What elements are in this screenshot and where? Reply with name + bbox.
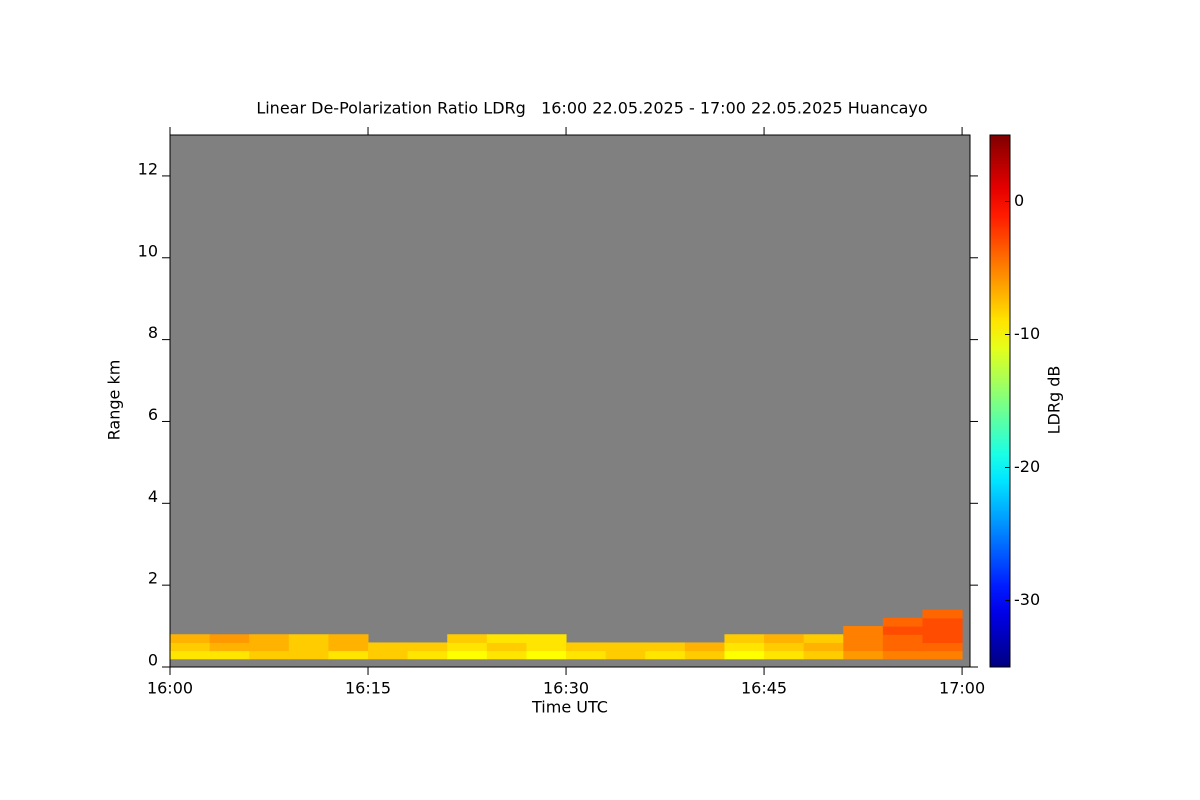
heatmap-cell: [368, 642, 409, 652]
heatmap-cell: [803, 642, 844, 652]
heatmap-cell: [922, 617, 963, 627]
heatmap-cell: [526, 650, 567, 660]
y-axis-label: Range km: [105, 360, 124, 441]
heatmap-cell: [922, 609, 963, 619]
heatmap-cell: [447, 650, 488, 660]
heatmap-cell: [882, 650, 923, 660]
heatmap-cell: [407, 650, 448, 660]
colorbar-tick-label: -30: [1014, 590, 1040, 609]
colorbar-tick-label: -20: [1014, 457, 1040, 476]
heatmap-cell: [209, 642, 250, 652]
y-tick-label: 10: [138, 241, 158, 260]
heatmap-cell: [170, 650, 211, 660]
heatmap-cell: [645, 650, 686, 660]
y-tick-label: 0: [148, 651, 158, 670]
heatmap-cell: [486, 650, 527, 660]
heatmap-cell: [288, 642, 329, 652]
heatmap-cell: [764, 650, 805, 660]
heatmap-cell: [486, 634, 527, 643]
heatmap-cell: [843, 634, 884, 643]
x-tick-label: 17:00: [939, 679, 985, 698]
heatmap-cell: [882, 617, 923, 627]
heatmap-cell: [526, 642, 567, 652]
heatmap-cell: [803, 634, 844, 643]
heatmap-cell: [922, 626, 963, 635]
x-tick-label: 16:00: [147, 679, 193, 698]
heatmap-cell: [566, 642, 607, 652]
plot-background: [170, 135, 970, 667]
heatmap-cell: [328, 634, 369, 643]
heatmap-cell: [882, 626, 923, 635]
heatmap-cell: [803, 650, 844, 660]
y-tick-label: 2: [148, 569, 158, 588]
heatmap-cell: [447, 634, 488, 643]
y-tick-label: 12: [138, 159, 158, 178]
x-tick-label: 16:45: [741, 679, 787, 698]
heatmap-cell: [724, 650, 765, 660]
heatmap-cell: [922, 650, 963, 660]
x-tick-label: 16:30: [543, 679, 589, 698]
heatmap-cell: [764, 642, 805, 652]
heatmap-cell: [922, 642, 963, 652]
heatmap-cell: [684, 642, 725, 652]
heatmap-cell: [328, 642, 369, 652]
heatmap-cell: [882, 642, 923, 652]
heatmap-cell: [407, 642, 448, 652]
heatmap-cell: [249, 642, 290, 652]
heatmap-cell: [724, 634, 765, 643]
heatmap-cell: [843, 650, 884, 660]
heatmap-cell: [566, 650, 607, 660]
x-tick-label: 16:15: [345, 679, 391, 698]
heatmap-cell: [605, 650, 646, 660]
plot-frame: [169, 134, 971, 668]
heatmap-cell: [288, 634, 329, 643]
heatmap-cell: [922, 634, 963, 643]
heatmap-cell: [170, 642, 211, 652]
heatmap-cell: [645, 642, 686, 652]
colorbar: [989, 134, 1011, 668]
heatmap-cell: [368, 650, 409, 660]
heatmap-cell: [882, 634, 923, 643]
colorbar-tick-label: -10: [1014, 324, 1040, 343]
heatmap-cell: [328, 650, 369, 660]
heatmap-cell: [209, 650, 250, 660]
heatmap-cell: [605, 642, 646, 652]
heatmap-cell: [209, 634, 250, 643]
colorbar-tick-label: 0: [1014, 191, 1024, 210]
heatmap-cell: [288, 650, 329, 660]
heatmap-cell: [170, 634, 211, 643]
heatmap-cell: [249, 634, 290, 643]
colorbar-label: LDRg dB: [1045, 366, 1064, 435]
heatmap-cell: [486, 642, 527, 652]
y-tick-label: 6: [148, 405, 158, 424]
heatmap-cell: [724, 642, 765, 652]
y-tick-label: 4: [148, 487, 158, 506]
y-tick-label: 8: [148, 323, 158, 342]
heatmap-cell: [526, 634, 567, 643]
heatmap-cell: [447, 642, 488, 652]
heatmap-cell: [843, 642, 884, 652]
x-axis-label: Time UTC: [531, 698, 608, 717]
heatmap-cell: [684, 650, 725, 660]
chart-title: Linear De-Polarization Ratio LDRg 16:00 …: [256, 99, 927, 118]
heatmap-cell: [249, 650, 290, 660]
heatmap-cell: [843, 626, 884, 635]
heatmap-cell: [764, 634, 805, 643]
